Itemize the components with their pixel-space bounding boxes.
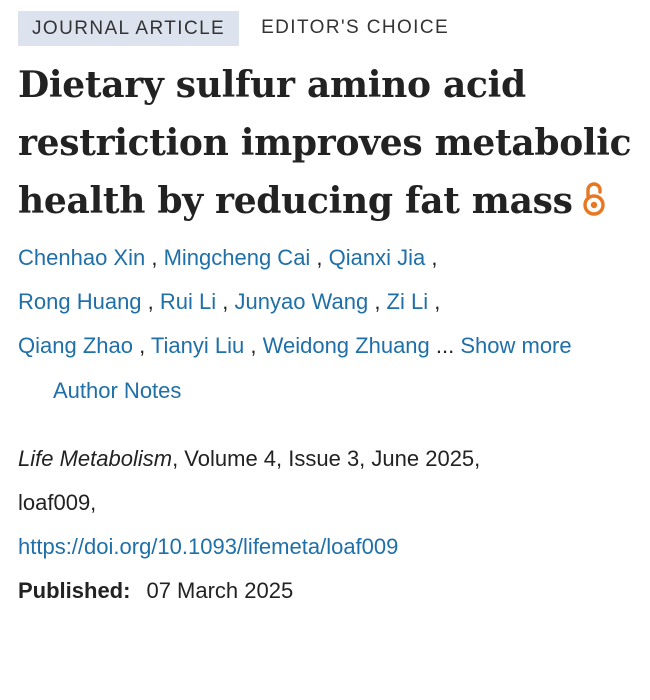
article-header: JOURNAL ARTICLE EDITOR'S CHOICE Dietary … [18,10,638,613]
show-more-authors-link[interactable]: Show more [460,333,572,358]
author-separator: , [216,289,235,314]
citation: Life Metabolism, Volume 4, Issue 3, June… [18,437,638,569]
published-date: Published: 07 March 2025 [18,569,638,613]
author-separator: , [132,333,151,358]
author-separator: , [428,289,441,314]
published-label: Published: [18,578,131,603]
citation-details: , Volume 4, Issue 3, June 2025, [172,446,481,471]
author-notes-link[interactable]: Author Notes [53,378,182,403]
author-link[interactable]: Tianyi Liu [150,333,245,358]
editors-choice-badge: EDITOR'S CHOICE [261,17,450,38]
doi-link[interactable]: https://doi.org/10.1093/lifemeta/loaf009 [18,534,399,559]
author-link[interactable]: Junyao Wang [234,289,369,314]
article-title: Dietary sulfur amino acid restriction im… [18,56,638,230]
author-separator: , [425,245,438,270]
journal-name: Life Metabolism [18,446,173,471]
author-link[interactable]: Chenhao Xin [18,245,146,270]
author-link[interactable]: Zi Li [386,289,429,314]
author-separator: , [244,333,263,358]
published-date-value: 07 March 2025 [146,578,294,603]
author-notes-row: Author Notes [53,369,638,413]
author-link[interactable]: Qiang Zhao [18,333,133,358]
author-separator: , [310,245,329,270]
author-link[interactable]: Rong Huang [18,289,142,314]
author-separator: , [141,289,160,314]
author-separator: , [368,289,387,314]
author-link[interactable]: Weidong Zhuang [262,333,430,358]
article-badges: JOURNAL ARTICLE EDITOR'S CHOICE [18,10,638,46]
open-access-icon [581,176,607,216]
author-link[interactable]: Rui Li [159,289,217,314]
author-ellipsis: ... [429,333,461,358]
article-id: loaf009, [18,490,97,515]
author-list: Chenhao Xin , Mingcheng Cai , Qianxi Jia… [18,236,638,368]
author-link[interactable]: Mingcheng Cai [163,245,311,270]
journal-article-badge: JOURNAL ARTICLE [18,10,240,46]
author-link[interactable]: Qianxi Jia [328,245,426,270]
author-separator: , [145,245,164,270]
article-title-text: Dietary sulfur amino acid restriction im… [18,64,632,222]
